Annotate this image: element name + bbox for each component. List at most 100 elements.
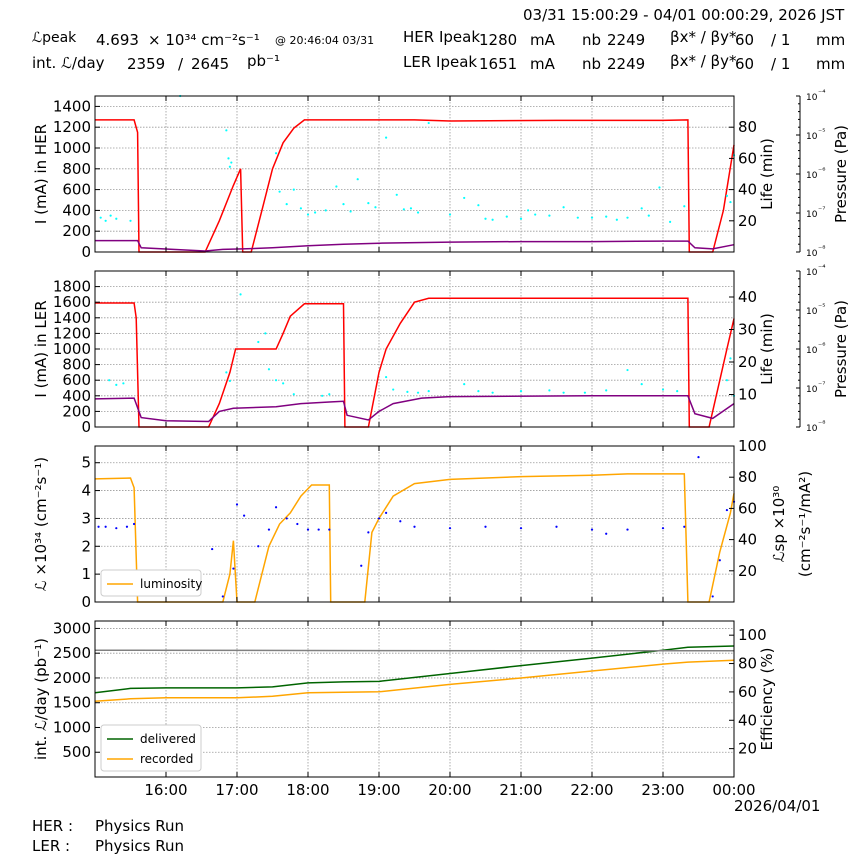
y-tick-label: 1500 [53, 694, 91, 712]
panel-her: 0 200 400 600 800 1000 1200 1400 20 40 60 80 I (mA) … [32, 88, 850, 261]
data-point [661, 527, 665, 530]
y-tick-label: 200 [62, 402, 91, 420]
data-point [274, 379, 278, 382]
y-tick-label: 2000 [53, 669, 91, 687]
ler-status-label: LER : [32, 837, 71, 855]
y-tick-label: 1000 [53, 139, 91, 157]
pressure-tick-label: 10 [806, 346, 818, 356]
data-point [626, 216, 629, 219]
data-point [416, 391, 420, 394]
y2-tick-label: 80 [738, 655, 757, 673]
ler-nb: 2249 [607, 55, 646, 73]
ler-current: 1651 [479, 55, 518, 73]
data-point [299, 207, 302, 210]
data-point [264, 332, 267, 335]
her-beta-x: 60 [735, 31, 755, 49]
x-tick-label: 19:00 [357, 781, 400, 799]
data-point [225, 129, 228, 132]
y2-tick-label: 100 [738, 626, 767, 644]
data-point [725, 194, 729, 197]
data-point [718, 559, 721, 562]
y2-axis-label: Efficiency (%) [758, 648, 776, 751]
y2-tick-label: 20 [738, 353, 757, 371]
y2-tick-label: 20 [738, 212, 757, 230]
pressure-tick-label: 10 [806, 307, 818, 317]
pressure-tick-exp: ⁻⁸ [818, 244, 825, 253]
her-nb: 2249 [607, 31, 646, 49]
pressure-tick-label: 10 [806, 385, 818, 395]
data-point [385, 511, 388, 514]
data-point [697, 456, 700, 459]
y2-tick-label: 60 [738, 499, 757, 517]
data-point [484, 217, 487, 220]
data-point [132, 522, 136, 526]
lpeak-label: ℒpeak [32, 30, 77, 46]
x-tick-label: 18:00 [286, 781, 329, 799]
data-point [399, 520, 402, 523]
ler-status: Physics Run [95, 837, 185, 855]
data-point [97, 525, 100, 528]
her-ipeak-label: HER Ipeak [403, 28, 480, 46]
pressure-tick-exp: ⁻⁶ [818, 341, 825, 350]
y2-tick-label: 80 [738, 118, 757, 136]
data-point [519, 217, 523, 220]
data-point [548, 389, 551, 392]
y-tick-label: 1 [81, 565, 91, 583]
data-point [324, 209, 327, 212]
y-tick-label: 0 [81, 593, 91, 611]
data-point [296, 522, 299, 526]
x-tick-label: 20:00 [428, 781, 471, 799]
series-line-trace-1 [94, 395, 735, 423]
data-point [239, 293, 242, 296]
data-point [374, 206, 377, 209]
y-tick-label: 1400 [53, 97, 91, 115]
plot-frame [94, 95, 735, 253]
plot-frame [94, 620, 735, 778]
data-point [640, 207, 643, 210]
data-point [406, 390, 409, 393]
data-point [385, 375, 388, 379]
data-point [278, 190, 281, 193]
y2-tick-label: 40 [738, 531, 757, 549]
data-point [292, 393, 295, 396]
her-current-units: mA [530, 31, 555, 49]
data-point [615, 218, 618, 221]
y-tick-label: 3 [81, 509, 91, 527]
y-axis-label: int. ℒ/day (pb⁻¹) [32, 638, 50, 760]
data-point [267, 368, 271, 371]
data-point [115, 527, 118, 530]
y2-tick-label: 20 [738, 740, 757, 758]
y-tick-label: 1000 [53, 718, 91, 736]
data-point [108, 379, 111, 382]
data-point [377, 517, 381, 520]
data-point [292, 188, 295, 191]
x-tick-label: 00:00 [712, 781, 755, 799]
data-point [392, 388, 395, 391]
data-point [232, 567, 235, 570]
her-nb-label: nb [582, 31, 602, 49]
her-beta-units: mm [816, 31, 846, 49]
data-point [257, 340, 260, 344]
data-point [416, 211, 420, 214]
data-point [463, 383, 466, 386]
legend-label: delivered [140, 732, 196, 746]
data-point [448, 213, 452, 216]
data-point [477, 204, 480, 207]
data-point [555, 525, 558, 528]
pressure-tick-exp: ⁻⁷ [818, 205, 825, 214]
intl-value: 2359 [127, 55, 166, 73]
pressure-tick-label: 10 [806, 93, 818, 103]
pressure-tick-label: 10 [806, 268, 818, 278]
pressure-tick-exp: ⁻⁴ [818, 263, 825, 272]
x-tick-label: 22:00 [570, 781, 613, 799]
data-point [367, 202, 370, 205]
intl-sep: / [178, 55, 184, 73]
data-point [211, 547, 214, 551]
y2-tick-label: 60 [738, 683, 757, 701]
y-tick-label: 1200 [53, 324, 91, 342]
data-point [725, 379, 729, 382]
y2-tick-label: 60 [738, 149, 757, 167]
pressure-tick-exp: ⁻⁴ [818, 88, 825, 97]
ler-current-units: mA [530, 55, 555, 73]
